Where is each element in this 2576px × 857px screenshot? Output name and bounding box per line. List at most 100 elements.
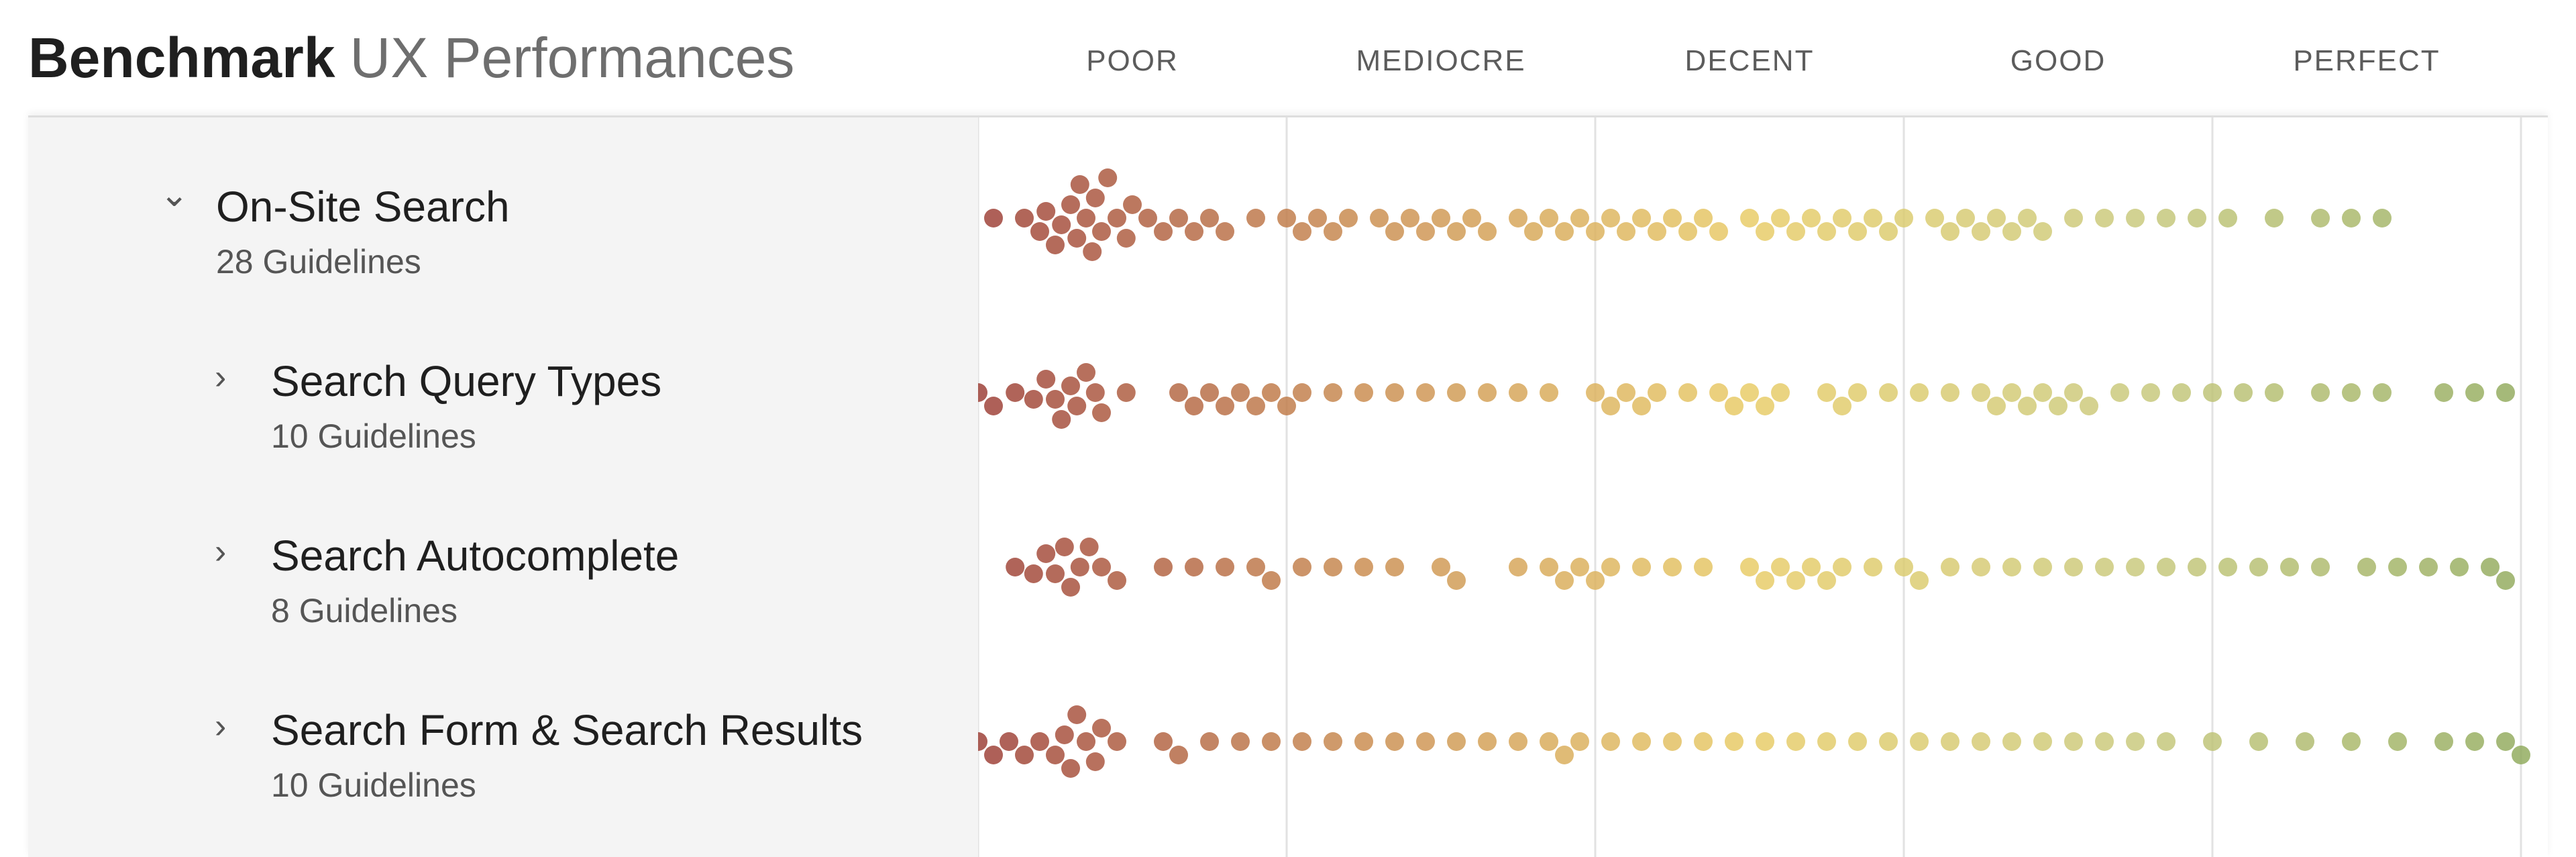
- data-point: [1077, 732, 1095, 751]
- data-point: [1586, 571, 1605, 590]
- data-point: [2002, 558, 2021, 576]
- data-point: [1447, 571, 1466, 590]
- data-point: [1052, 215, 1071, 234]
- data-point: [2342, 732, 2361, 751]
- data-point: [1154, 732, 1173, 751]
- data-point: [1956, 209, 1975, 228]
- data-point: [1601, 558, 1620, 576]
- data-point: [1024, 564, 1043, 583]
- data-point: [2126, 209, 2145, 228]
- data-point: [1169, 746, 1188, 764]
- data-point: [1246, 558, 1265, 576]
- data-point: [1370, 209, 1389, 228]
- chevron-right-icon[interactable]: ›: [215, 707, 227, 746]
- data-point: [1046, 564, 1065, 583]
- data-point: [1216, 222, 1234, 241]
- band-label-poor: POOR: [1086, 44, 1179, 77]
- data-point: [1864, 209, 1882, 228]
- row-subtitle: 10 Guidelines: [271, 417, 476, 455]
- data-point: [2188, 209, 2206, 228]
- data-point: [1756, 732, 1774, 751]
- data-point: [1617, 383, 1635, 402]
- data-point: [2002, 732, 2021, 751]
- data-point: [1077, 209, 1095, 228]
- data-point: [1941, 222, 1960, 241]
- data-point: [1216, 397, 1234, 415]
- data-point: [1015, 209, 1034, 228]
- data-point: [1910, 383, 1929, 402]
- data-point: [1046, 390, 1065, 409]
- data-point: [1006, 383, 1025, 402]
- data-point: [1771, 209, 1790, 228]
- band-label-mediocre: MEDIOCRE: [1356, 44, 1526, 77]
- data-point: [1478, 383, 1497, 402]
- data-point: [2095, 558, 2114, 576]
- data-point: [2188, 558, 2206, 576]
- data-point: [1092, 719, 1111, 738]
- data-point: [1324, 222, 1342, 241]
- data-point: [2311, 383, 2330, 402]
- data-point: [1694, 558, 1713, 576]
- chevron-right-icon[interactable]: ›: [215, 532, 227, 571]
- data-point: [1185, 558, 1203, 576]
- data-point: [1540, 558, 1558, 576]
- data-point: [1092, 558, 1111, 576]
- data-point: [1925, 209, 1944, 228]
- data-point: [2033, 383, 2052, 402]
- data-point: [2419, 558, 2438, 576]
- data-point: [1648, 222, 1666, 241]
- data-point: [1987, 397, 2006, 415]
- data-point: [1663, 732, 1682, 751]
- row-subtitle: 28 Guidelines: [216, 243, 421, 281]
- data-point: [2296, 732, 2314, 751]
- data-point: [1030, 222, 1049, 241]
- data-point: [1385, 222, 1404, 241]
- data-point: [2064, 209, 2083, 228]
- data-point: [1894, 558, 1913, 576]
- data-point: [2064, 558, 2083, 576]
- data-point: [2095, 732, 2114, 751]
- data-point: [1324, 732, 1342, 751]
- data-point: [1725, 397, 1743, 415]
- data-point: [1570, 558, 1589, 576]
- data-point: [1941, 383, 1960, 402]
- data-point: [1740, 383, 1759, 402]
- data-point: [1601, 732, 1620, 751]
- data-point: [1046, 236, 1065, 254]
- data-point: [2033, 558, 2052, 576]
- data-point: [1324, 383, 1342, 402]
- data-point: [2157, 732, 2176, 751]
- data-point: [1941, 732, 1960, 751]
- chevron-down-icon[interactable]: ⌄: [160, 175, 189, 214]
- data-point: [1447, 222, 1466, 241]
- data-point: [1540, 209, 1558, 228]
- data-point: [1632, 558, 1651, 576]
- data-point: [1070, 175, 1089, 194]
- data-point: [1108, 571, 1126, 590]
- data-point: [2033, 732, 2052, 751]
- row-title: Search Autocomplete: [271, 532, 680, 580]
- data-point: [2249, 732, 2268, 751]
- data-point: [1293, 558, 1311, 576]
- data-point: [2373, 383, 2392, 402]
- data-point: [2234, 383, 2253, 402]
- data-point: [1085, 189, 1105, 207]
- data-point: [1354, 732, 1373, 751]
- data-point: [1085, 752, 1105, 771]
- data-point: [2280, 558, 2299, 576]
- data-point: [1756, 222, 1774, 241]
- data-point: [1061, 195, 1080, 214]
- data-point: [1416, 222, 1435, 241]
- data-point: [1848, 732, 1867, 751]
- data-point: [1972, 222, 1990, 241]
- data-point: [1725, 732, 1743, 751]
- data-point: [2064, 732, 2083, 751]
- data-point: [1833, 209, 1851, 228]
- data-point: [2434, 383, 2453, 402]
- data-point: [1385, 383, 1404, 402]
- data-point: [1848, 222, 1867, 241]
- chevron-right-icon[interactable]: ›: [215, 358, 227, 397]
- data-point: [1185, 222, 1203, 241]
- data-point: [1108, 209, 1126, 228]
- data-point: [984, 746, 1003, 764]
